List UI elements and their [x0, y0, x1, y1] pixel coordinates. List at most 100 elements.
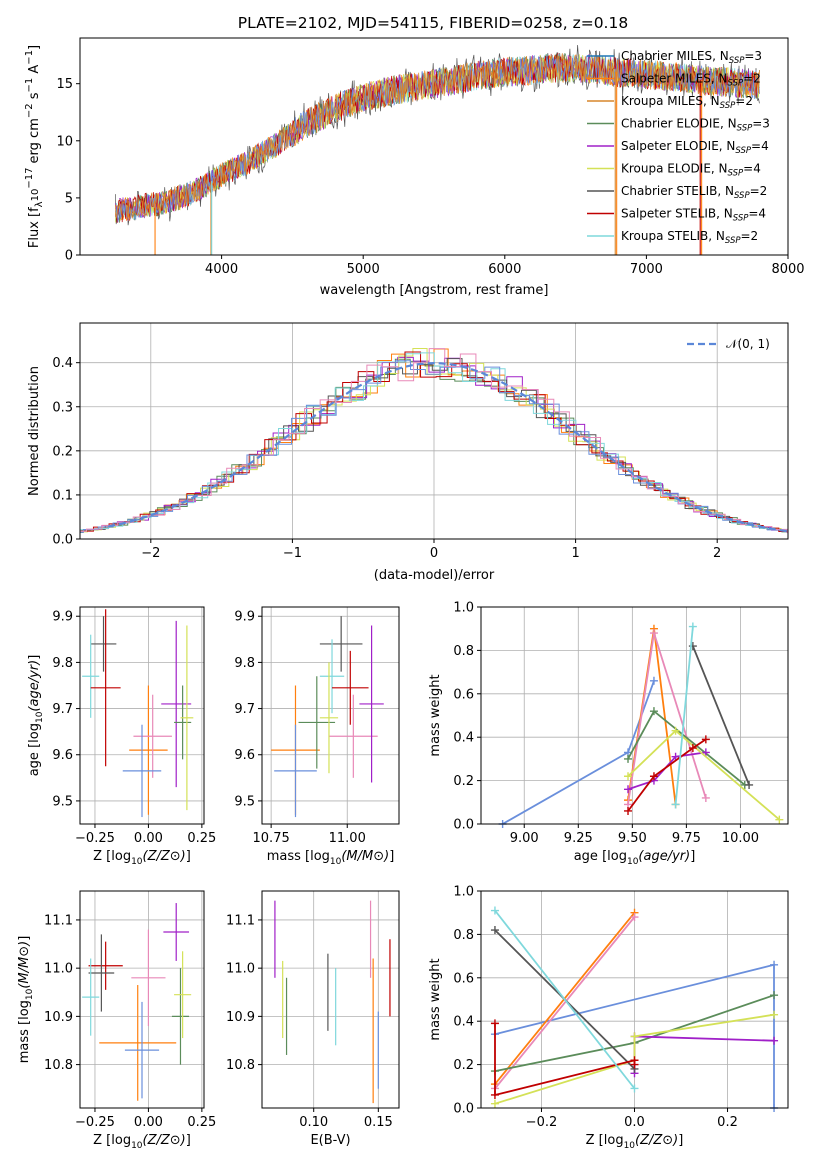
- y-tick-label: 10.9: [226, 1010, 255, 1025]
- legend-entry: Kroupa MILES, NSSP=2: [621, 94, 753, 111]
- label-part: ]: [27, 45, 42, 50]
- legend-entry: Salpeter MILES, NSSP=2: [621, 72, 761, 89]
- axes-frame: [480, 606, 789, 825]
- weight-point-marker: [624, 772, 633, 781]
- x-tick-label: 9.75: [672, 831, 701, 846]
- label-part: ]: [389, 849, 394, 864]
- y-tick-label: 5: [65, 191, 73, 206]
- label-part: −1: [24, 50, 35, 65]
- legend-text: Chabrier ELODIE, N: [621, 117, 737, 131]
- label-sub: 10: [35, 711, 45, 723]
- weight-point-marker: [770, 991, 779, 1000]
- y-tick-label: 9.9: [234, 610, 255, 625]
- legend-tail: =2: [741, 229, 759, 243]
- label-part: ]: [17, 936, 32, 941]
- weight-series-line: [494, 916, 636, 1090]
- legend-entry: Chabrier STELIB, NSSP=2: [621, 184, 767, 201]
- legend-sub: SSP: [737, 124, 753, 134]
- x-tick-label: −1: [283, 546, 302, 561]
- weight-point-marker: [770, 1010, 779, 1019]
- label-italic: (Z/Z⊙): [143, 849, 186, 864]
- y-tick-label: 15: [56, 77, 73, 92]
- label-italic: (Z/Z⊙): [143, 1133, 186, 1148]
- weight-point-marker: [701, 793, 710, 802]
- y-tick-label: 0.4: [453, 731, 474, 746]
- chart-panel-4: 10.75 11.00 9.5 9.6 9.7 9.8 9.9 mass [log10(M/M…: [234, 606, 400, 867]
- weight-point-marker: [671, 726, 680, 735]
- legend-sub: SSP: [728, 169, 744, 179]
- x-tick-label: 0.15: [364, 1115, 393, 1130]
- y-tick-label: 0.0: [52, 533, 73, 548]
- weight-series-line: [674, 626, 694, 805]
- label-italic: (age/yr): [27, 660, 42, 712]
- label-part: ]: [27, 655, 42, 660]
- axes-frame: [261, 890, 400, 1109]
- y-tick-label: 0.4: [52, 356, 73, 371]
- x-tick-label: 9.00: [510, 831, 539, 846]
- y-tick-label: 10.9: [44, 1010, 73, 1025]
- y-axis-label: mass weight: [428, 958, 443, 1040]
- x-tick-label: 9.25: [564, 831, 593, 846]
- x-tick-label: −2: [141, 546, 160, 561]
- x-tick-label: 0.25: [187, 831, 216, 846]
- label-part: ]: [186, 1133, 191, 1148]
- legend-text: Chabrier STELIB, N: [621, 184, 734, 198]
- weight-point-marker: [490, 906, 499, 915]
- y-tick-label: 0.2: [453, 1058, 474, 1073]
- label-part: erg cm: [27, 118, 42, 167]
- y-axis-label: Normed distribution: [27, 366, 42, 496]
- x-tick-label: 8000: [771, 262, 804, 277]
- chart-panel-8: −0.2 0.0 0.2 0.0 0.2 0.4 0.6 0.8 1.0 mass weight Z…: [428, 885, 789, 1151]
- y-tick-label: 11.1: [44, 913, 73, 928]
- weight-point-marker: [688, 622, 697, 631]
- legend-tail: =3: [744, 49, 762, 63]
- y-tick-label: 11.0: [226, 962, 255, 977]
- y-tick-label: 0: [65, 249, 73, 264]
- weight-point-marker: [624, 785, 633, 794]
- legend-entry: Salpeter STELIB, NSSP=4: [621, 207, 766, 224]
- weight-point-marker: [490, 1099, 499, 1108]
- label-italic: (M/M⊙): [341, 849, 389, 864]
- y-tick-label: 0.4: [453, 1015, 474, 1030]
- y-tick-label: 10.8: [226, 1058, 255, 1073]
- weight-point-marker: [630, 1032, 639, 1041]
- weight-point-marker: [745, 780, 754, 789]
- figure-title: PLATE=2102, MJD=54115, FIBERID=0258, z=0…: [238, 14, 628, 32]
- axes-frame: [261, 606, 400, 825]
- y-tick-label: 0.2: [453, 774, 474, 789]
- weight-series-line: [627, 738, 707, 812]
- label-sub: 10: [131, 857, 143, 867]
- label-sub: 10: [627, 857, 639, 867]
- legend-sub: SSP: [735, 146, 751, 156]
- label-part: s: [27, 92, 42, 103]
- x-tick-label: 5000: [347, 262, 380, 277]
- chart-panel-1: 4000 5000 6000 7000 8000 0 5 10 15 wavelength [An…: [24, 37, 805, 298]
- legend-sub: SSP: [725, 236, 741, 246]
- label-part: Z [log: [93, 1133, 131, 1148]
- x-tick-label: 0.10: [299, 1115, 328, 1130]
- y-tick-label: 0.0: [453, 818, 474, 833]
- legend-sub: SSP: [728, 79, 744, 89]
- legend-tail: =2: [743, 72, 761, 86]
- label-sub: 10: [330, 857, 342, 867]
- weight-series-line: [494, 909, 636, 1090]
- label-part: ]: [678, 1133, 683, 1148]
- label-part: ]: [690, 849, 695, 864]
- x-axis-label: E(B-V): [310, 1133, 350, 1148]
- legend-entry: 𝒩(0, 1): [726, 337, 770, 351]
- y-tick-label: 9.7: [234, 702, 255, 717]
- label-part: −1: [24, 78, 35, 93]
- y-tick-label: 0.8: [453, 644, 474, 659]
- legend-tail: =2: [735, 94, 753, 108]
- label-part: Z [log: [586, 1133, 624, 1148]
- x-tick-label: −0.25: [75, 831, 115, 846]
- x-tick-label: 2: [713, 546, 721, 561]
- weight-point-marker: [490, 1019, 499, 1028]
- y-tick-label: 9.6: [52, 748, 73, 763]
- label-part: age [log: [574, 849, 627, 864]
- legend-entry: Kroupa ELODIE, NSSP=4: [621, 162, 761, 179]
- y-tick-label: 1.0: [453, 601, 474, 616]
- y-tick-label: 0.2: [52, 444, 73, 459]
